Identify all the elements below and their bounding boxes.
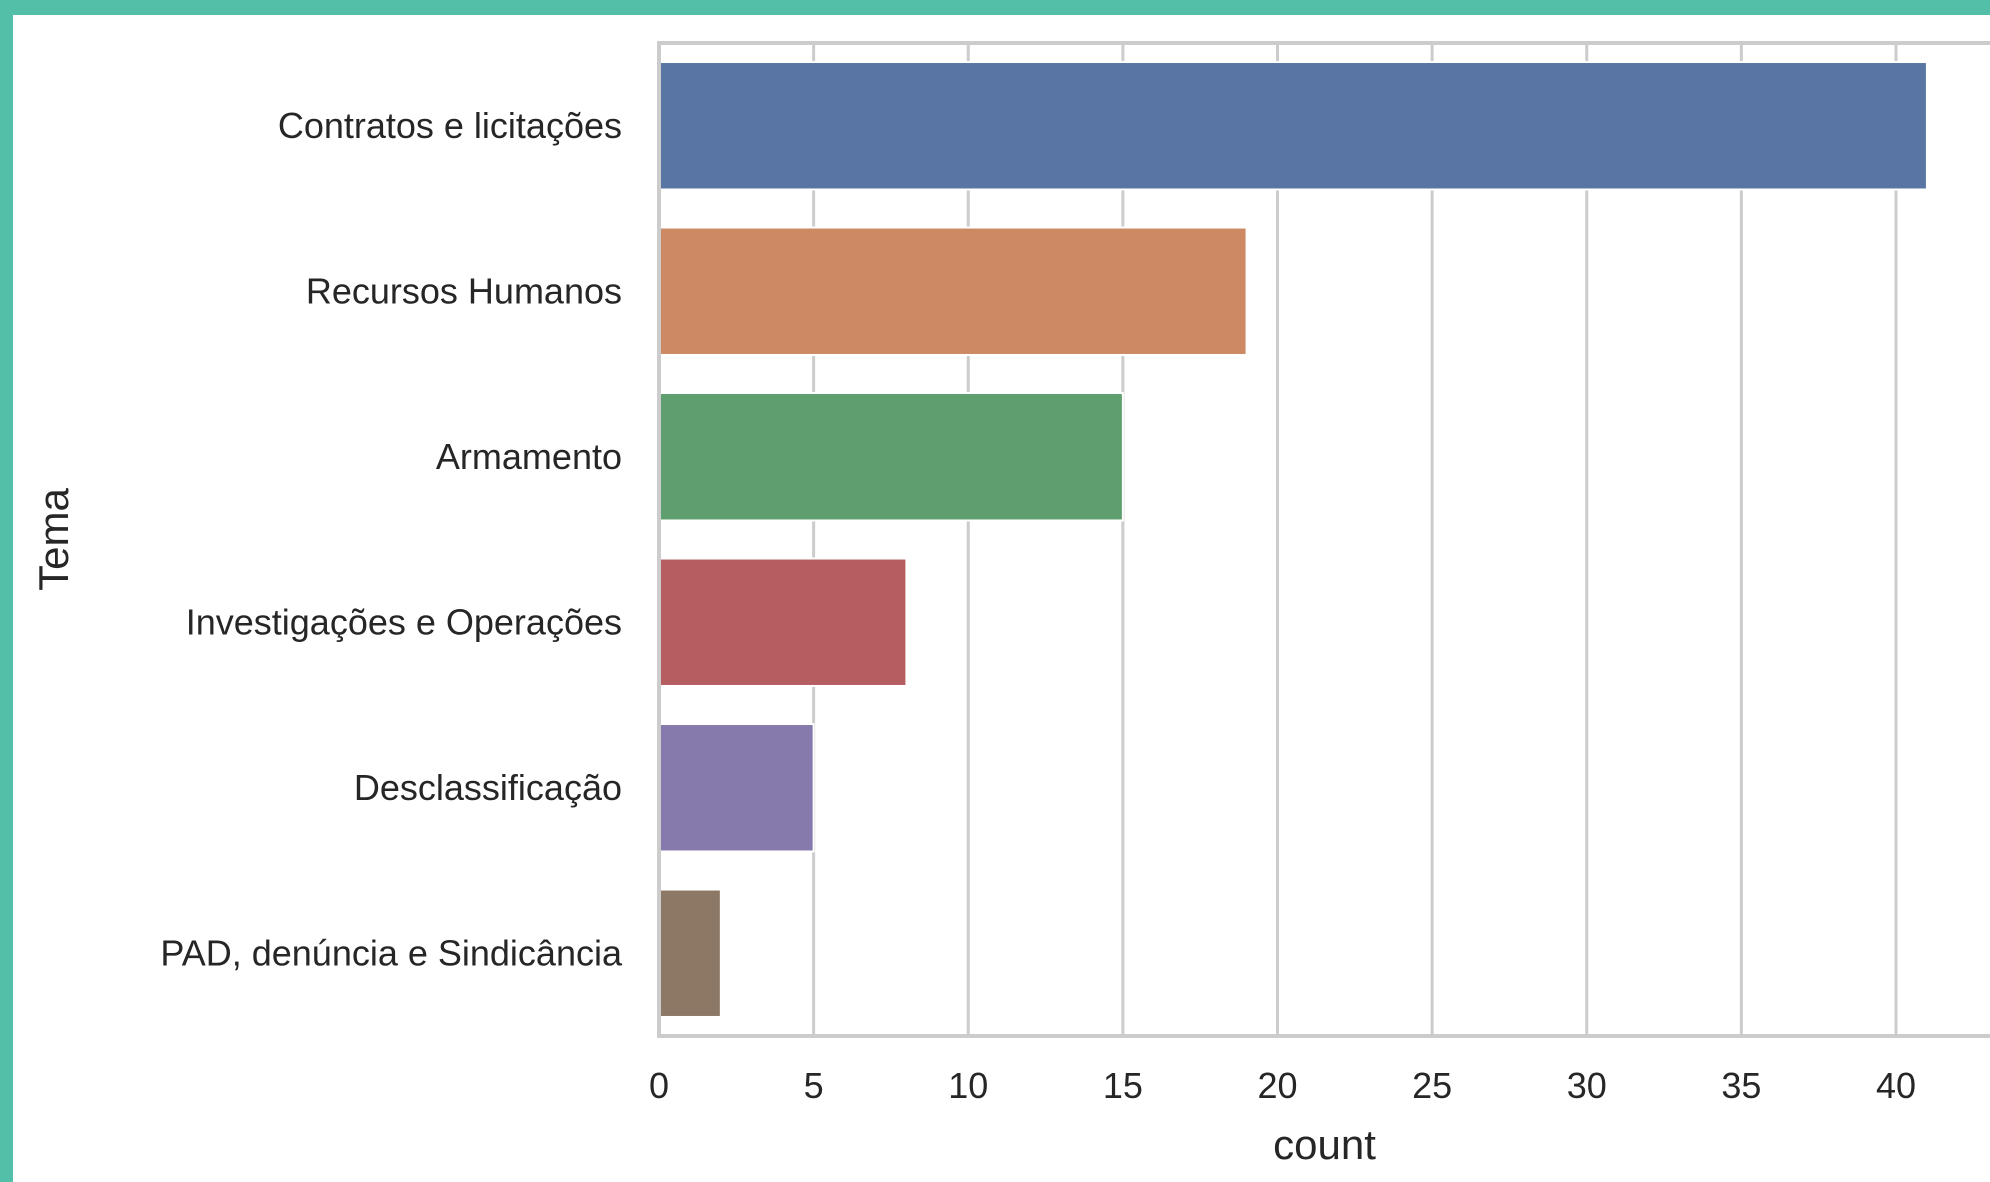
x-tick-label: 30: [1567, 1065, 1607, 1106]
y-tick-label: Investigações e Operações: [186, 601, 622, 642]
x-tick-label: 25: [1412, 1065, 1452, 1106]
x-tick-label: 15: [1103, 1065, 1143, 1106]
y-tick-labels: Contratos e licitações Recursos Humanos Ar…: [160, 105, 623, 974]
y-tick-label: PAD, denúncia e Sindicância: [160, 932, 623, 973]
y-axis-label: Tema: [30, 488, 77, 591]
x-tick-label: 5: [804, 1065, 824, 1106]
x-tick-label: 40: [1876, 1065, 1916, 1106]
x-tick-label: 0: [649, 1065, 669, 1106]
x-tick-labels: 0 5 10 15 20 25 30 35 40: [649, 1065, 1916, 1106]
bar: [658, 888, 722, 1018]
grid-lines: [657, 43, 1898, 1036]
bar: [658, 392, 1124, 522]
x-axis-label: count: [1273, 1121, 1376, 1168]
x-tick-label: 20: [1257, 1065, 1297, 1106]
bar: [658, 61, 1928, 191]
chart-frame: [13, 15, 1990, 1182]
bars: [658, 61, 1928, 1018]
bar: [658, 723, 815, 853]
y-tick-label: Armamento: [436, 436, 622, 477]
y-tick-label: Recursos Humanos: [306, 270, 622, 311]
y-tick-label: Desclassificação: [354, 767, 622, 808]
y-tick-label: Contratos e licitações: [278, 105, 622, 146]
plot-border: [657, 41, 1990, 1038]
x-tick-label: 10: [948, 1065, 988, 1106]
bar: [658, 226, 1248, 356]
bar: [658, 557, 908, 687]
x-tick-label: 35: [1721, 1065, 1761, 1106]
